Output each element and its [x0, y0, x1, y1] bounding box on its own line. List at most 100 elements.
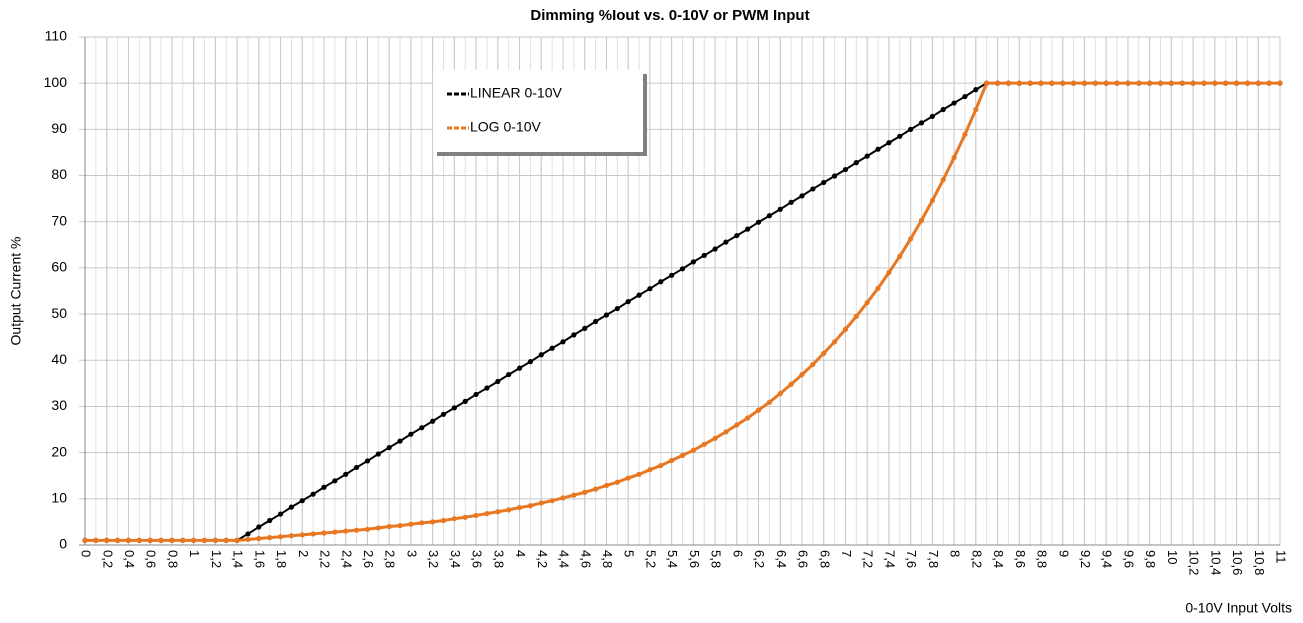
data-point	[310, 531, 316, 537]
data-point	[1049, 80, 1055, 86]
data-point	[886, 269, 892, 276]
data-point	[462, 398, 468, 404]
data-point	[1277, 80, 1283, 86]
legend-label: LOG 0-10V	[470, 119, 541, 135]
data-point	[451, 516, 457, 522]
data-point	[527, 359, 534, 365]
data-point	[332, 529, 338, 535]
data-point	[701, 441, 707, 447]
data-point	[191, 537, 197, 543]
x-tick-label: 5,4	[665, 550, 680, 568]
data-point	[256, 524, 262, 530]
data-point	[734, 232, 740, 239]
data-point	[810, 361, 816, 368]
x-tick-label: 10,6	[1230, 550, 1245, 575]
data-point	[777, 390, 783, 397]
data-point	[516, 504, 523, 511]
data-point	[940, 177, 946, 183]
x-tick-label: 5	[622, 550, 637, 557]
data-point	[158, 537, 164, 543]
data-point	[940, 106, 946, 113]
x-tick-label: 6,8	[817, 550, 832, 568]
x-tick-label: 7,2	[861, 550, 876, 568]
data-point	[343, 471, 349, 477]
x-tick-label: 1,6	[252, 550, 267, 568]
data-point	[277, 534, 284, 540]
x-tick-label: 11	[1274, 550, 1289, 564]
x-tick-label: 3	[404, 550, 419, 557]
x-tick-label: 0,8	[165, 550, 180, 568]
data-point	[592, 318, 599, 325]
data-point	[690, 447, 696, 453]
data-point	[625, 299, 631, 305]
y-tick-label: 40	[51, 351, 67, 367]
data-point	[1179, 80, 1185, 86]
x-tick-label: 8,2	[969, 550, 984, 568]
x-tick-label: 2,4	[339, 550, 354, 568]
data-point	[1038, 80, 1044, 86]
data-point	[777, 206, 783, 212]
x-tick-label: 8	[948, 550, 963, 557]
data-point	[962, 93, 968, 100]
x-tick-label: 7	[839, 550, 854, 557]
x-tick-label: 4,6	[578, 550, 593, 568]
data-point	[136, 537, 142, 543]
x-tick-label: 3,6	[470, 550, 485, 568]
data-point	[625, 475, 631, 481]
x-tick-label: 9	[1056, 550, 1071, 557]
data-point	[853, 313, 859, 319]
x-tick-label: 1,2	[209, 550, 224, 568]
data-point	[343, 528, 349, 534]
data-point	[1147, 80, 1153, 86]
data-point	[788, 199, 794, 205]
data-point	[180, 537, 186, 543]
data-point	[1190, 80, 1196, 86]
data-point	[810, 186, 816, 192]
data-point	[1092, 80, 1098, 86]
data-point	[147, 537, 153, 543]
data-point	[114, 537, 121, 543]
data-point	[473, 391, 479, 398]
x-tick-label: 9,4	[1100, 550, 1115, 568]
x-tick-label: 7,6	[904, 550, 919, 568]
data-point	[495, 378, 501, 385]
x-tick-label: 1,8	[274, 550, 289, 568]
x-tick-label: 2,6	[361, 550, 376, 568]
x-tick-label: 7,4	[882, 550, 897, 568]
data-point	[679, 266, 686, 272]
data-point	[125, 537, 132, 543]
data-point	[1005, 80, 1012, 86]
data-point	[473, 512, 479, 519]
data-point	[299, 498, 305, 504]
data-point	[701, 252, 707, 259]
data-point	[951, 100, 957, 106]
data-point	[897, 133, 903, 139]
data-point	[831, 339, 838, 345]
data-point	[321, 484, 327, 490]
data-point	[353, 527, 360, 533]
data-point	[712, 246, 718, 252]
x-tick-label: 6	[730, 550, 745, 557]
legend-label: LINEAR 0-10V	[470, 85, 562, 101]
x-tick-label: 1,4	[231, 550, 246, 568]
x-tick-label: 9,2	[1078, 550, 1093, 568]
data-point	[984, 80, 990, 86]
legend-box	[433, 70, 643, 152]
data-point	[929, 113, 935, 120]
data-point	[799, 193, 805, 199]
data-point	[1266, 80, 1272, 86]
data-point	[658, 279, 664, 285]
x-tick-label: 8,6	[1013, 550, 1028, 568]
data-point	[636, 471, 642, 477]
data-point	[451, 405, 457, 411]
data-point	[571, 492, 577, 498]
data-point	[288, 533, 295, 539]
data-point	[169, 537, 175, 543]
data-point	[592, 486, 599, 492]
data-point	[745, 226, 751, 232]
x-tick-label: 0,2	[100, 550, 115, 568]
data-point	[908, 126, 914, 132]
data-point	[462, 514, 468, 520]
data-point	[484, 510, 490, 517]
